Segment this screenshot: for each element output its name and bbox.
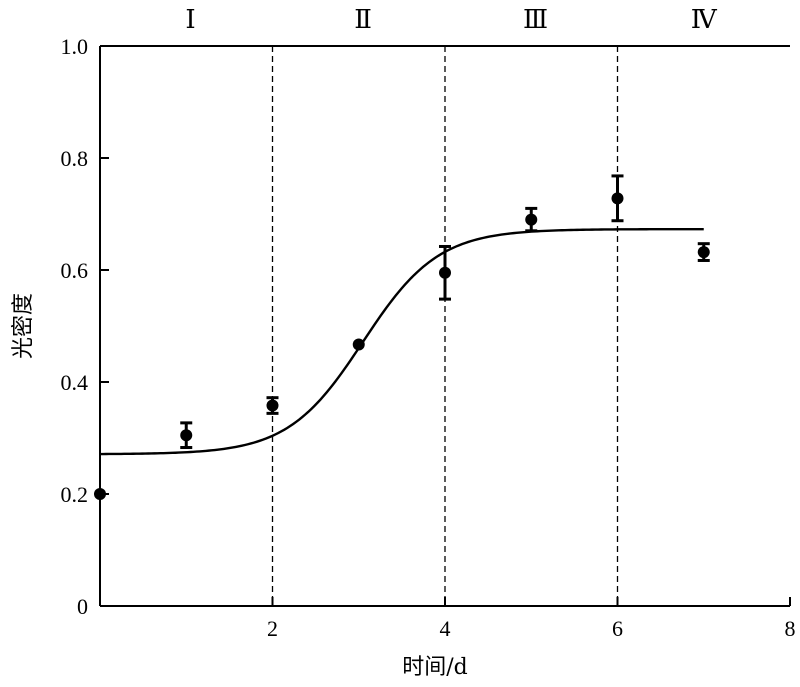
x-tick-label-0: 2 — [267, 616, 278, 641]
axes — [99, 45, 791, 607]
data-point-7 — [697, 246, 710, 259]
phase-label-1: Ⅱ — [354, 5, 372, 34]
y-tick-label-4: 0.8 — [61, 146, 89, 171]
fit-curve-layer — [99, 227, 704, 456]
y-tick-label-5: 1.0 — [61, 34, 89, 59]
y-tick-label-3: 0.6 — [61, 258, 89, 283]
y-tick-label-0: 0 — [77, 594, 88, 619]
phase-label-0: Ⅰ — [185, 5, 195, 34]
x-tick-label-2: 6 — [612, 616, 623, 641]
fit-curve — [99, 227, 704, 456]
data-point-1 — [180, 429, 193, 442]
data-point-2 — [266, 399, 279, 412]
data-points-layer — [94, 174, 710, 500]
phase-divider-layer — [271, 46, 619, 606]
phase-label-2: Ⅲ — [523, 5, 548, 34]
data-point-0 — [94, 488, 106, 500]
data-point-3 — [352, 338, 365, 351]
y-axis-title: 光密度 — [11, 293, 36, 359]
labels-layer: 0 0.2 0.4 0.6 0.8 1.0 2 4 6 8 时间/d 光密度 Ⅰ Ⅱ Ⅲ Ⅳ — [11, 5, 796, 680]
x-tick-label-3: 8 — [785, 616, 796, 641]
phase-label-3: Ⅳ — [691, 5, 718, 34]
data-point-4 — [439, 266, 451, 279]
data-point-6 — [611, 192, 624, 205]
x-axis-title: 时间/d — [402, 655, 468, 680]
x-tick-label-1: 4 — [440, 616, 451, 641]
y-tick-label-1: 0.2 — [61, 482, 89, 507]
data-point-5 — [525, 213, 538, 226]
y-tick-label-2: 0.4 — [61, 370, 89, 395]
